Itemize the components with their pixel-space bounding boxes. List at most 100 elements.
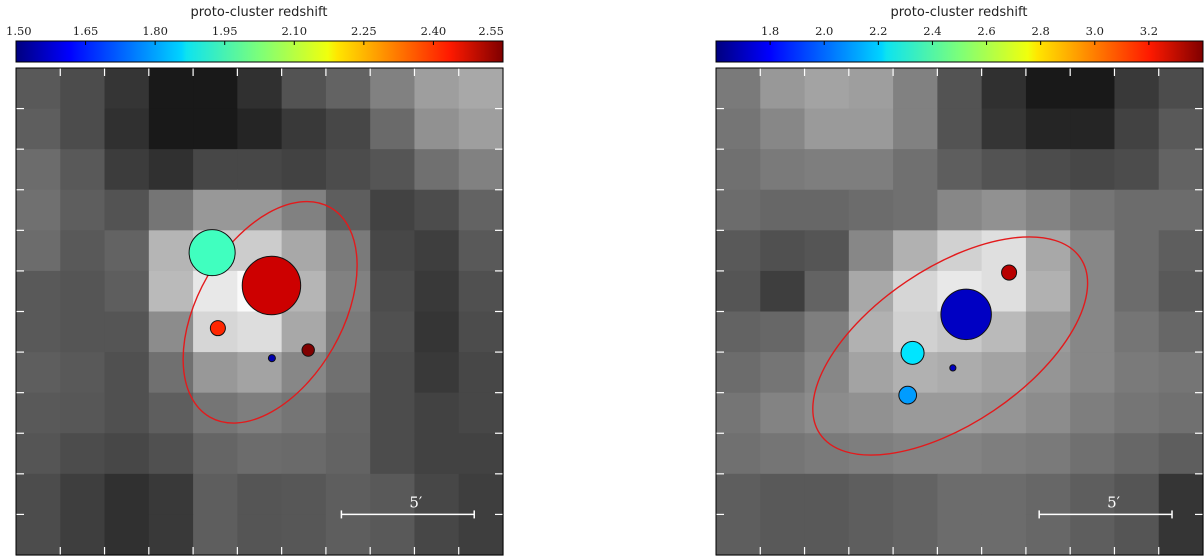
- heatmap-cell: [104, 270, 150, 313]
- heatmap-cell: [193, 149, 238, 191]
- right-overlays: 5′: [812, 236, 1173, 519]
- heatmap-cell: [804, 473, 850, 516]
- heatmap-cell: [937, 514, 983, 556]
- heatmap-cell: [937, 189, 983, 231]
- heatmap-cell: [848, 108, 894, 150]
- heatmap-cell: [60, 270, 106, 313]
- heatmap-cell: [193, 433, 238, 475]
- heatmap-cell: [325, 108, 371, 150]
- right-colorbar: [715, 40, 1204, 63]
- heatmap-cell: [16, 149, 61, 191]
- heatmap-cell: [16, 352, 61, 394]
- colorbar-tick-label: 1.65: [73, 24, 99, 38]
- heatmap-cell: [104, 189, 150, 231]
- heatmap-cell: [370, 514, 416, 556]
- heatmap-cell: [325, 473, 371, 516]
- heatmap-cell: [325, 149, 371, 191]
- heatmap-cell: [1158, 108, 1204, 150]
- heatmap-cell: [1158, 270, 1204, 313]
- heatmap-cell: [1025, 311, 1071, 353]
- heatmap-cell: [414, 270, 460, 313]
- heatmap-cell: [804, 68, 850, 110]
- heatmap-cell: [760, 270, 806, 313]
- left-heatmap: [16, 68, 504, 556]
- heatmap-cell: [804, 514, 850, 556]
- colorbar-tick-label: 2.8: [1032, 24, 1050, 38]
- heatmap-cell: [414, 433, 460, 475]
- heatmap-cell: [1070, 189, 1116, 231]
- heatmap-cell: [981, 189, 1027, 231]
- heatmap-cell: [414, 392, 460, 434]
- heatmap-cell: [848, 149, 894, 191]
- heatmap-cell: [325, 433, 371, 475]
- heatmap-cell: [716, 189, 761, 231]
- heatmap-cell: [370, 108, 416, 150]
- heatmap-cell: [281, 392, 327, 434]
- heatmap-cell: [104, 473, 150, 516]
- heatmap-cell: [60, 514, 106, 556]
- heatmap-cell: [1158, 352, 1204, 394]
- heatmap-cell: [1158, 311, 1204, 353]
- heatmap-cell: [937, 352, 983, 394]
- heatmap-cell: [1070, 473, 1116, 516]
- heatmap-cell: [237, 108, 283, 150]
- heatmap-cell: [1158, 392, 1204, 434]
- heatmap-cell: [148, 189, 194, 231]
- heatmap-cell: [370, 433, 416, 475]
- heatmap-cell: [804, 433, 850, 475]
- heatmap-cell: [1070, 270, 1116, 313]
- heatmap-cell: [804, 311, 850, 353]
- heatmap-cell: [893, 189, 938, 231]
- heatmap-cell: [937, 68, 983, 110]
- heatmap-cell: [804, 189, 850, 231]
- heatmap-cell: [458, 108, 504, 150]
- heatmap-cell: [370, 189, 416, 231]
- heatmap-cell: [1114, 270, 1160, 313]
- heatmap-cell: [981, 230, 1027, 272]
- heatmap-cell: [848, 473, 894, 516]
- heatmap-cell: [281, 108, 327, 150]
- heatmap-cell: [848, 68, 894, 110]
- heatmap-cell: [716, 473, 761, 516]
- heatmap-cell: [1158, 514, 1204, 556]
- heatmap-cell: [148, 392, 194, 434]
- heatmap-cell: [760, 149, 806, 191]
- heatmap-cell: [893, 68, 938, 110]
- protocluster-marker: [241, 255, 302, 316]
- heatmap-cell: [937, 473, 983, 516]
- heatmap-cell: [716, 270, 761, 313]
- heatmap-cell: [104, 392, 150, 434]
- heatmap-cell: [760, 230, 806, 272]
- heatmap-cell: [716, 149, 761, 191]
- heatmap-cell: [370, 149, 416, 191]
- protocluster-ellipse: [812, 236, 1089, 456]
- heatmap-cell: [414, 149, 460, 191]
- heatmap-cell: [716, 392, 761, 434]
- heatmap-cell: [16, 473, 61, 516]
- heatmap-cell: [458, 392, 504, 434]
- heatmap-cell: [193, 68, 238, 110]
- heatmap-cell: [370, 68, 416, 110]
- colorbar-tick-label: 2.4: [923, 24, 941, 38]
- heatmap-cell: [237, 473, 283, 516]
- heatmap-cell: [848, 392, 894, 434]
- heatmap-cell: [458, 352, 504, 394]
- heatmap-cell: [760, 68, 806, 110]
- heatmap-cell: [414, 311, 460, 353]
- heatmap-cell: [893, 514, 938, 556]
- heatmap-cell: [16, 230, 61, 272]
- heatmap-cell: [804, 352, 850, 394]
- left-overlays: 5′: [182, 200, 475, 519]
- protocluster-marker: [267, 354, 276, 363]
- heatmap-cell: [893, 270, 938, 313]
- protocluster-marker: [1001, 264, 1018, 281]
- heatmap-cell: [1025, 149, 1071, 191]
- heatmap-cell: [1158, 433, 1204, 475]
- colorbar-tick-label: 2.2: [869, 24, 887, 38]
- heatmap-cell: [104, 311, 150, 353]
- heatmap-cell: [60, 230, 106, 272]
- heatmap-cell: [281, 433, 327, 475]
- heatmap-cell: [148, 270, 194, 313]
- heatmap-cell: [458, 311, 504, 353]
- heatmap-cell: [848, 311, 894, 353]
